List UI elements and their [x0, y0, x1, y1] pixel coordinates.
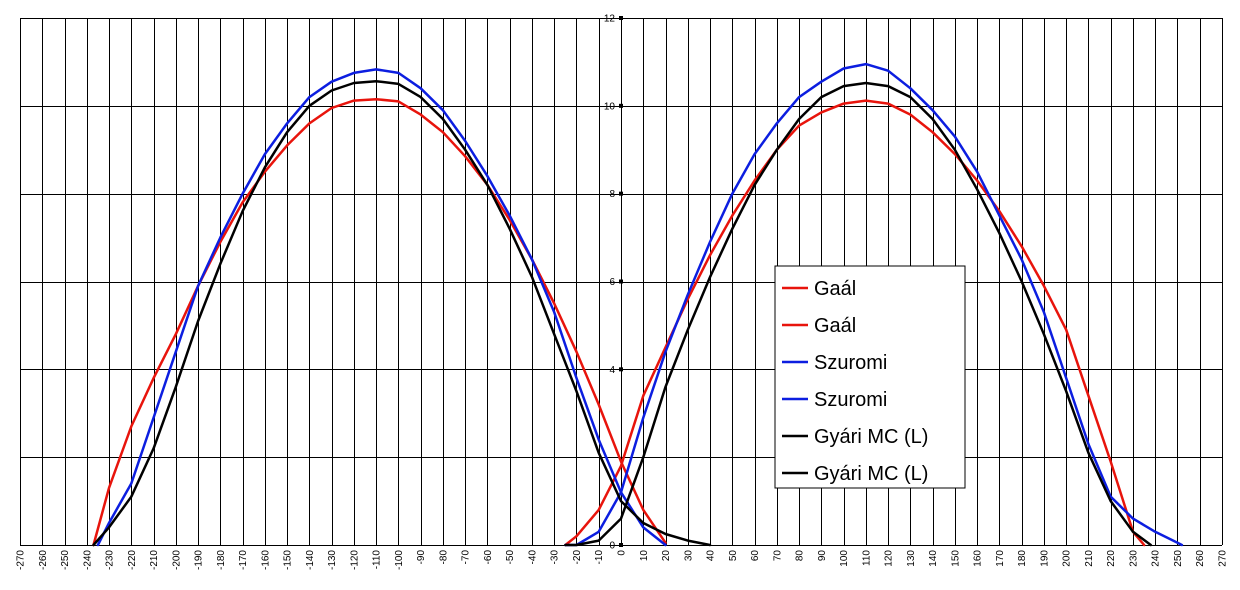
x-tick-label: -170 [238, 550, 249, 570]
x-tick-label: -30 [550, 550, 561, 565]
y-tick-mark [619, 543, 623, 547]
x-tick-label: 60 [750, 550, 761, 562]
x-tick-label: 10 [639, 550, 650, 562]
legend: Gaál Gaál Szuromi Szuromi Gyári MC (L) Gyári … [774, 265, 966, 489]
x-tick-label: -160 [260, 550, 271, 570]
legend-box [774, 265, 966, 489]
x-tick-label: 40 [706, 550, 717, 562]
x-tick-label: -20 [572, 550, 583, 565]
x-tick-label: 200 [1062, 550, 1073, 567]
series-lines [92, 62, 1184, 547]
y-tick-label: 6 [609, 277, 615, 288]
x-tick-label: -10 [594, 550, 605, 565]
x-tick-label: -270 [16, 550, 27, 570]
series-line-4 [564, 62, 1184, 547]
x-tick-label: -90 [416, 550, 427, 565]
x-tick-label: -260 [38, 550, 49, 570]
series-line-2 [564, 99, 1146, 547]
y-tick-mark [619, 191, 623, 196]
y-tick-mark [619, 367, 623, 372]
x-tick-label: 70 [772, 550, 783, 562]
x-tick-label: -60 [483, 550, 494, 565]
x-tick-label: -230 [105, 550, 116, 570]
x-tick-label: 150 [950, 550, 961, 567]
y-tick-label: 12 [604, 14, 616, 25]
x-tick-label: 260 [1195, 550, 1206, 567]
x-tick-label: 80 [795, 550, 806, 562]
x-tick-label: 230 [1128, 550, 1139, 567]
series-line-1 [92, 97, 667, 547]
legend-label: Szuromi [814, 352, 887, 374]
x-tick-label: -180 [216, 550, 227, 570]
x-tick-label: 190 [1039, 550, 1050, 567]
legend-label: Szuromi [814, 389, 887, 411]
y-tick-label: 0 [609, 541, 615, 552]
legend-label: Gyári MC (L) [814, 426, 928, 448]
x-tick-label: -120 [349, 550, 360, 570]
x-tick-label: -250 [60, 550, 71, 570]
x-tick-label: -150 [283, 550, 294, 570]
x-tick-label: 30 [683, 550, 694, 562]
series-line-3 [96, 68, 667, 547]
series-line-6 [564, 81, 1153, 547]
x-tick-label: 140 [928, 550, 939, 567]
x-tick-label: -50 [505, 550, 516, 565]
x-tick-label: -80 [438, 550, 449, 565]
x-tick-label: 0 [617, 550, 628, 556]
y-tick-mark [619, 16, 623, 20]
y-tick-label: 8 [609, 189, 615, 200]
legend-label: Gyári MC (L) [814, 463, 928, 485]
y-tick-label: 10 [604, 101, 616, 112]
x-tick-label: -100 [394, 550, 405, 570]
legend-label: Gaál [814, 315, 856, 337]
x-tick-label: -40 [527, 550, 538, 565]
x-tick-label: 170 [995, 550, 1006, 567]
x-tick-label: 120 [884, 550, 895, 567]
x-tick-label: -130 [327, 550, 338, 570]
y-tick-label: 4 [609, 365, 615, 376]
x-tick-label: -70 [461, 550, 472, 565]
x-tick-label: 130 [906, 550, 917, 567]
y-tick-mark [619, 279, 623, 284]
x-tick-label: 270 [1218, 550, 1229, 567]
x-tick-label: 20 [661, 550, 672, 562]
x-tick-label: -140 [305, 550, 316, 570]
x-tick-label: -220 [127, 550, 138, 570]
x-tick-label: -240 [82, 550, 93, 570]
x-tick-label: 210 [1084, 550, 1095, 567]
legend-label: Gaál [814, 278, 856, 300]
x-tick-label: -190 [194, 550, 205, 570]
x-tick-label: 90 [817, 550, 828, 562]
x-tick-label: 220 [1106, 550, 1117, 567]
axes: -270 -260 -250 -240 -230 -220 -210 -200 -190 -180… [16, 14, 1229, 571]
x-tick-label: 50 [728, 550, 739, 562]
x-tick-label: -200 [171, 550, 182, 570]
x-tick-label: 250 [1173, 550, 1184, 567]
x-tick-label: -210 [149, 550, 160, 570]
y-tick-mark [619, 103, 623, 108]
x-tick-label: 240 [1151, 550, 1162, 567]
x-tick-label: 160 [973, 550, 984, 567]
series-line-5 [92, 79, 712, 547]
x-tick-label: -110 [372, 550, 383, 570]
x-tick-label: 180 [1017, 550, 1028, 567]
x-tick-label: 100 [839, 550, 850, 567]
x-tick-label: 110 [861, 550, 872, 566]
